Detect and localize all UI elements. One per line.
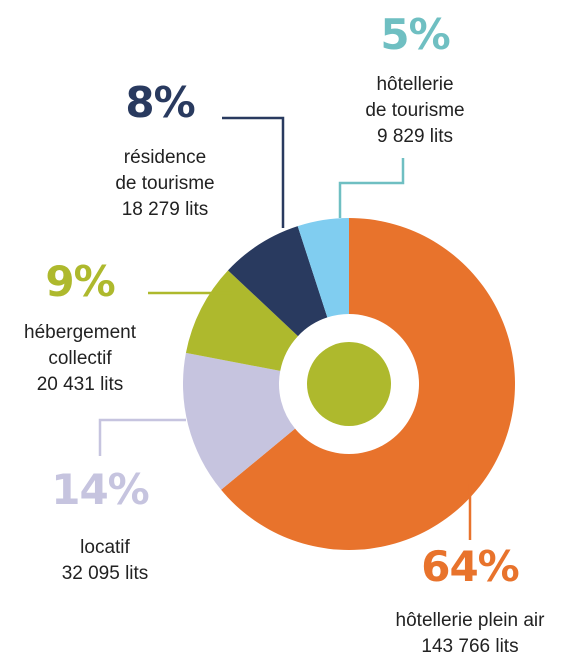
percent-label: 14% <box>51 465 150 514</box>
category-label: hébergement collectif <box>24 322 136 369</box>
capacity-label: 143 766 lits <box>421 636 519 657</box>
donut <box>183 218 515 550</box>
center-dot <box>307 342 391 426</box>
leader-lines <box>98 116 472 540</box>
donut-slice <box>227 226 328 337</box>
donut-slice <box>221 218 515 550</box>
leader-line <box>98 418 186 456</box>
category-label: résidence de tourisme <box>115 147 215 194</box>
category-label: hôtellerie de tourisme <box>365 74 465 121</box>
donut-slice <box>297 218 349 318</box>
leader-line <box>338 158 405 218</box>
percent-label: 64% <box>421 542 520 591</box>
capacity-label: 32 095 lits <box>61 563 149 584</box>
category-label: hôtellerie plein air <box>395 610 545 631</box>
category-label: locatif <box>80 537 130 558</box>
percent-label: 5% <box>380 10 450 59</box>
capacity-label: 20 431 lits <box>36 374 124 395</box>
capacity-label: 9 829 lits <box>376 126 454 147</box>
percent-label: 9% <box>45 257 115 306</box>
donut-slice <box>185 270 298 371</box>
leader-line <box>222 116 285 228</box>
donut-slice <box>183 352 296 490</box>
capacity-label: 18 279 lits <box>121 199 209 220</box>
percent-label: 8% <box>125 78 195 127</box>
